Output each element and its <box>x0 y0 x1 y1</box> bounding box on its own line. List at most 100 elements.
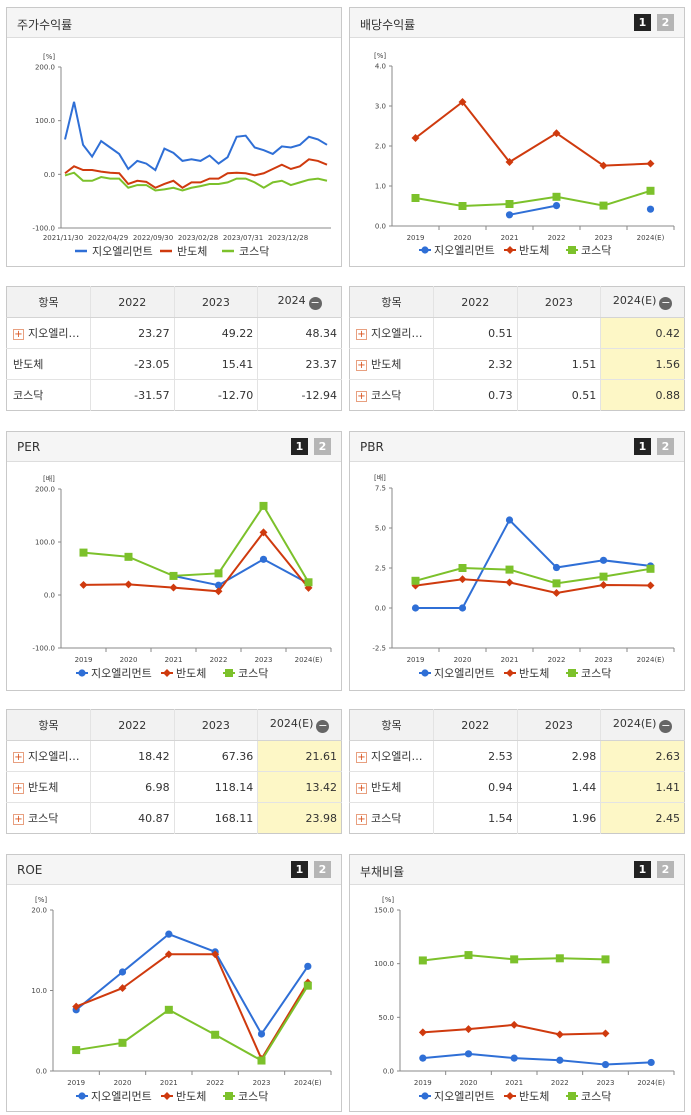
x-tick-label: 2022 <box>206 1079 224 1087</box>
x-tick-label: 2023 <box>595 234 613 242</box>
legend-marker <box>506 669 514 677</box>
panel-dividend-yield: 배당수익률 1 2 [%] 4.0 3.0 2.0 1.0 0.0 2019 2020 2021… <box>349 7 685 267</box>
data-point <box>646 205 655 213</box>
expand-icon[interactable]: + <box>13 783 24 794</box>
data-point <box>552 202 561 210</box>
table-row: + 코스닥 0.73 0.51 0.88 <box>349 379 685 411</box>
page-1-button[interactable]: 1 <box>634 438 651 455</box>
panel-title: PER <box>17 440 41 454</box>
col-header-label: 2024 <box>277 294 306 307</box>
data-point <box>458 604 467 612</box>
page-1-button[interactable]: 1 <box>291 861 308 878</box>
data-point <box>411 134 420 142</box>
y-unit-label: [배] <box>374 473 386 482</box>
pbr-chart: [배] 7.5 5.0 2.5 0.0 -2.5 2019 2020 2021 2022 2023 2… <box>372 473 675 680</box>
table-row: 반도체 -23.05 15.41 23.37 <box>6 348 342 380</box>
cell-value: 2.45 <box>600 802 685 834</box>
col-header: 2022 <box>89 286 175 318</box>
legend-label: 지오엘리먼트 <box>434 244 495 257</box>
table-row: + 반도체 2.32 1.51 1.56 <box>349 348 685 380</box>
data-point <box>552 589 561 597</box>
data-point <box>304 962 312 970</box>
page-2-button[interactable]: 2 <box>657 861 674 878</box>
panel-title: PBR <box>360 440 384 454</box>
x-tick-label: 2024(E) <box>637 234 665 242</box>
page-1-button[interactable]: 1 <box>291 438 308 455</box>
data-point <box>118 1038 127 1047</box>
x-tick-label: 2022/04/29 <box>88 234 128 242</box>
row-name: 코스닥 <box>371 812 402 825</box>
cell-value: -12.94 <box>257 379 342 411</box>
series-2 <box>418 1020 610 1039</box>
collapse-icon[interactable]: − <box>308 296 322 310</box>
table-header-row: 항목 2022 2023 2024(E) − <box>6 709 342 741</box>
y-tick-label: 0.0 <box>44 171 55 179</box>
data-point <box>304 578 313 587</box>
data-point <box>505 158 514 166</box>
data-point <box>464 951 473 960</box>
panel-header: PBR 1 2 <box>350 432 684 462</box>
data-point <box>601 955 610 964</box>
cell-value: 15.41 <box>173 348 258 380</box>
data-point <box>419 1054 427 1062</box>
expand-icon[interactable]: + <box>356 783 367 794</box>
row-name: 지오엘리… <box>28 327 80 340</box>
x-tick-label: 2022 <box>210 656 228 664</box>
cell-value: 0.51 <box>516 379 601 411</box>
cell-value: 0.88 <box>600 379 685 411</box>
legend-label: 지오엘리먼트 <box>434 667 495 680</box>
data-point <box>555 954 564 963</box>
legend-label: 코스닥 <box>239 245 269 258</box>
expand-icon[interactable]: + <box>356 814 367 825</box>
data-point <box>599 572 608 581</box>
collapse-icon[interactable]: − <box>659 719 673 733</box>
legend-label: 반도체 <box>177 245 207 258</box>
expand-icon[interactable]: + <box>356 752 367 763</box>
page-2-button[interactable]: 2 <box>657 438 674 455</box>
dividend-yield-chart: [%] 4.0 3.0 2.0 1.0 0.0 2019 2020 2021 2022 2023 20… <box>374 52 675 257</box>
data-point <box>118 968 127 976</box>
cell-value: 1.54 <box>432 802 518 834</box>
x-tick-label: 2023/12/28 <box>268 234 308 242</box>
panel-title: 부채비율 <box>360 865 405 879</box>
data-point <box>124 552 133 561</box>
expand-icon[interactable]: + <box>356 391 367 402</box>
page-2-button[interactable]: 2 <box>657 14 674 31</box>
page-1-button[interactable]: 1 <box>634 14 651 31</box>
collapse-icon[interactable]: − <box>659 296 673 310</box>
page-2-button[interactable]: 2 <box>314 438 331 455</box>
cell-value <box>516 317 601 349</box>
table-header-row: 항목 2022 2023 2024(E) − <box>349 709 685 741</box>
row-name: 지오엘리… <box>28 750 80 763</box>
expand-icon[interactable]: + <box>356 329 367 340</box>
legend: 지오엘리먼트 반도체 코스닥 <box>419 667 611 680</box>
data-point <box>164 1005 173 1014</box>
expand-icon[interactable]: + <box>356 360 367 371</box>
col-header-last: 2024(E) − <box>600 709 685 741</box>
collapse-icon[interactable]: − <box>316 719 330 733</box>
top-scroll-strip <box>0 0 691 6</box>
data-point <box>552 579 561 588</box>
panel-header: 배당수익률 1 2 <box>350 8 684 38</box>
col-header: 2022 <box>89 709 175 741</box>
data-point <box>464 1025 473 1034</box>
data-point <box>211 950 220 959</box>
cell-value: 40.87 <box>89 802 175 834</box>
cell-value: -23.05 <box>89 348 175 380</box>
expand-icon[interactable]: + <box>13 329 24 340</box>
expand-icon[interactable]: + <box>13 814 24 825</box>
y-tick-label: 10.0 <box>31 987 47 995</box>
legend-label: 반도체 <box>519 1090 549 1103</box>
cell-value: 168.11 <box>173 802 258 834</box>
series-2 <box>411 575 655 597</box>
y-unit-label: [%] <box>35 896 47 904</box>
cell-value: 23.98 <box>257 802 342 834</box>
row-name-cell: + 지오엘리… <box>349 740 434 772</box>
panel-roe: ROE 1 2 [%] 20.0 10.0 0.0 2019 2020 2021 2022 20… <box>6 854 342 1112</box>
row-name: 반도체 <box>371 781 402 794</box>
expand-icon[interactable]: + <box>13 752 24 763</box>
page-1-button[interactable]: 1 <box>634 861 651 878</box>
page-2-button[interactable]: 2 <box>314 861 331 878</box>
panel-pbr: PBR 1 2 [배] 7.5 5.0 2.5 0.0 -2.5 2019 2020 2021 2… <box>349 431 685 691</box>
x-tick-label: 2021 <box>505 1079 523 1087</box>
